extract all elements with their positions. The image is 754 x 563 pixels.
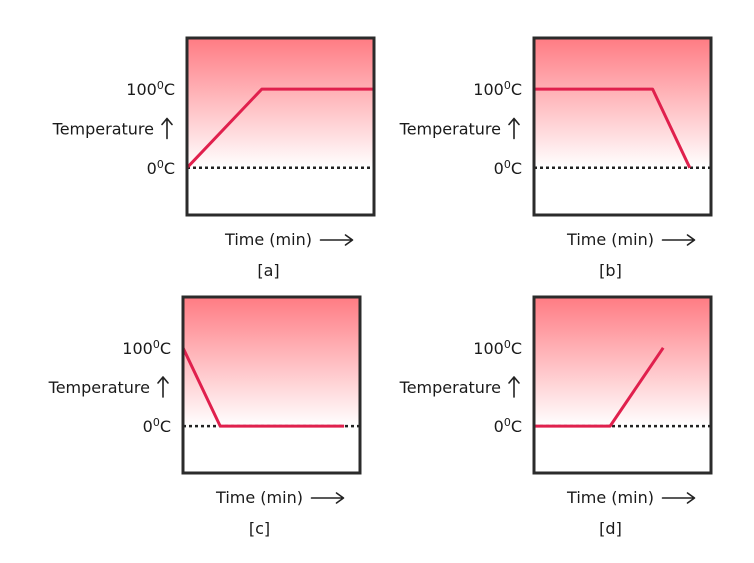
panel-caption: [c] bbox=[249, 519, 270, 538]
up-arrow-icon bbox=[508, 117, 520, 140]
chart-panel-d: 00C 1000C Temperature Time (min) [d] bbox=[399, 295, 713, 538]
y-axis-label: Temperature bbox=[48, 378, 150, 397]
y-tick-label: 1000C bbox=[122, 338, 171, 358]
series-line bbox=[534, 346, 665, 428]
x-axis-label: Time (min) bbox=[566, 488, 654, 507]
y-axis-label: Temperature bbox=[399, 119, 501, 138]
y-axis-label: Temperature bbox=[399, 378, 501, 397]
panel-caption: [a] bbox=[257, 261, 279, 280]
y-tick-label: 00C bbox=[494, 416, 522, 436]
hot-zone-fill bbox=[187, 38, 374, 168]
plot-frame bbox=[532, 36, 713, 217]
y-tick-label: 00C bbox=[494, 158, 522, 178]
hot-zone-fill bbox=[534, 38, 711, 168]
right-arrow-icon bbox=[319, 234, 354, 246]
y-axis-label: Temperature bbox=[52, 119, 154, 138]
y-tick-label: 1000C bbox=[473, 338, 522, 358]
plot-frame bbox=[181, 295, 362, 475]
right-arrow-icon bbox=[661, 492, 696, 504]
plot-frame bbox=[185, 36, 376, 217]
right-arrow-icon bbox=[310, 492, 345, 504]
right-arrow-icon bbox=[661, 234, 696, 246]
y-tick-label: 1000C bbox=[126, 79, 175, 99]
plot-frame bbox=[532, 295, 713, 475]
up-arrow-icon bbox=[157, 376, 169, 398]
series-line bbox=[534, 87, 692, 169]
chart-panel-c: 00C 1000C Temperature Time (min) [c] bbox=[48, 295, 362, 538]
chart-panel-a: 00C 1000C Temperature Time (min) [a] bbox=[52, 36, 376, 280]
y-tick-label: 00C bbox=[143, 416, 171, 436]
up-arrow-icon bbox=[508, 376, 520, 398]
y-tick-label: 1000C bbox=[473, 79, 522, 99]
x-axis-label: Time (min) bbox=[215, 488, 303, 507]
chart-panel-b: 00C 1000C Temperature Time (min) [b] bbox=[399, 36, 713, 280]
panel-caption: [b] bbox=[599, 261, 622, 280]
x-axis-label: Time (min) bbox=[224, 230, 312, 249]
x-axis-label: Time (min) bbox=[566, 230, 654, 249]
series-line bbox=[181, 347, 345, 428]
hot-zone-fill bbox=[534, 297, 711, 427]
panel-caption: [d] bbox=[599, 519, 622, 538]
hot-zone-fill bbox=[183, 297, 360, 427]
up-arrow-icon bbox=[161, 117, 173, 140]
series-line bbox=[185, 87, 374, 169]
y-tick-label: 00C bbox=[147, 158, 175, 178]
